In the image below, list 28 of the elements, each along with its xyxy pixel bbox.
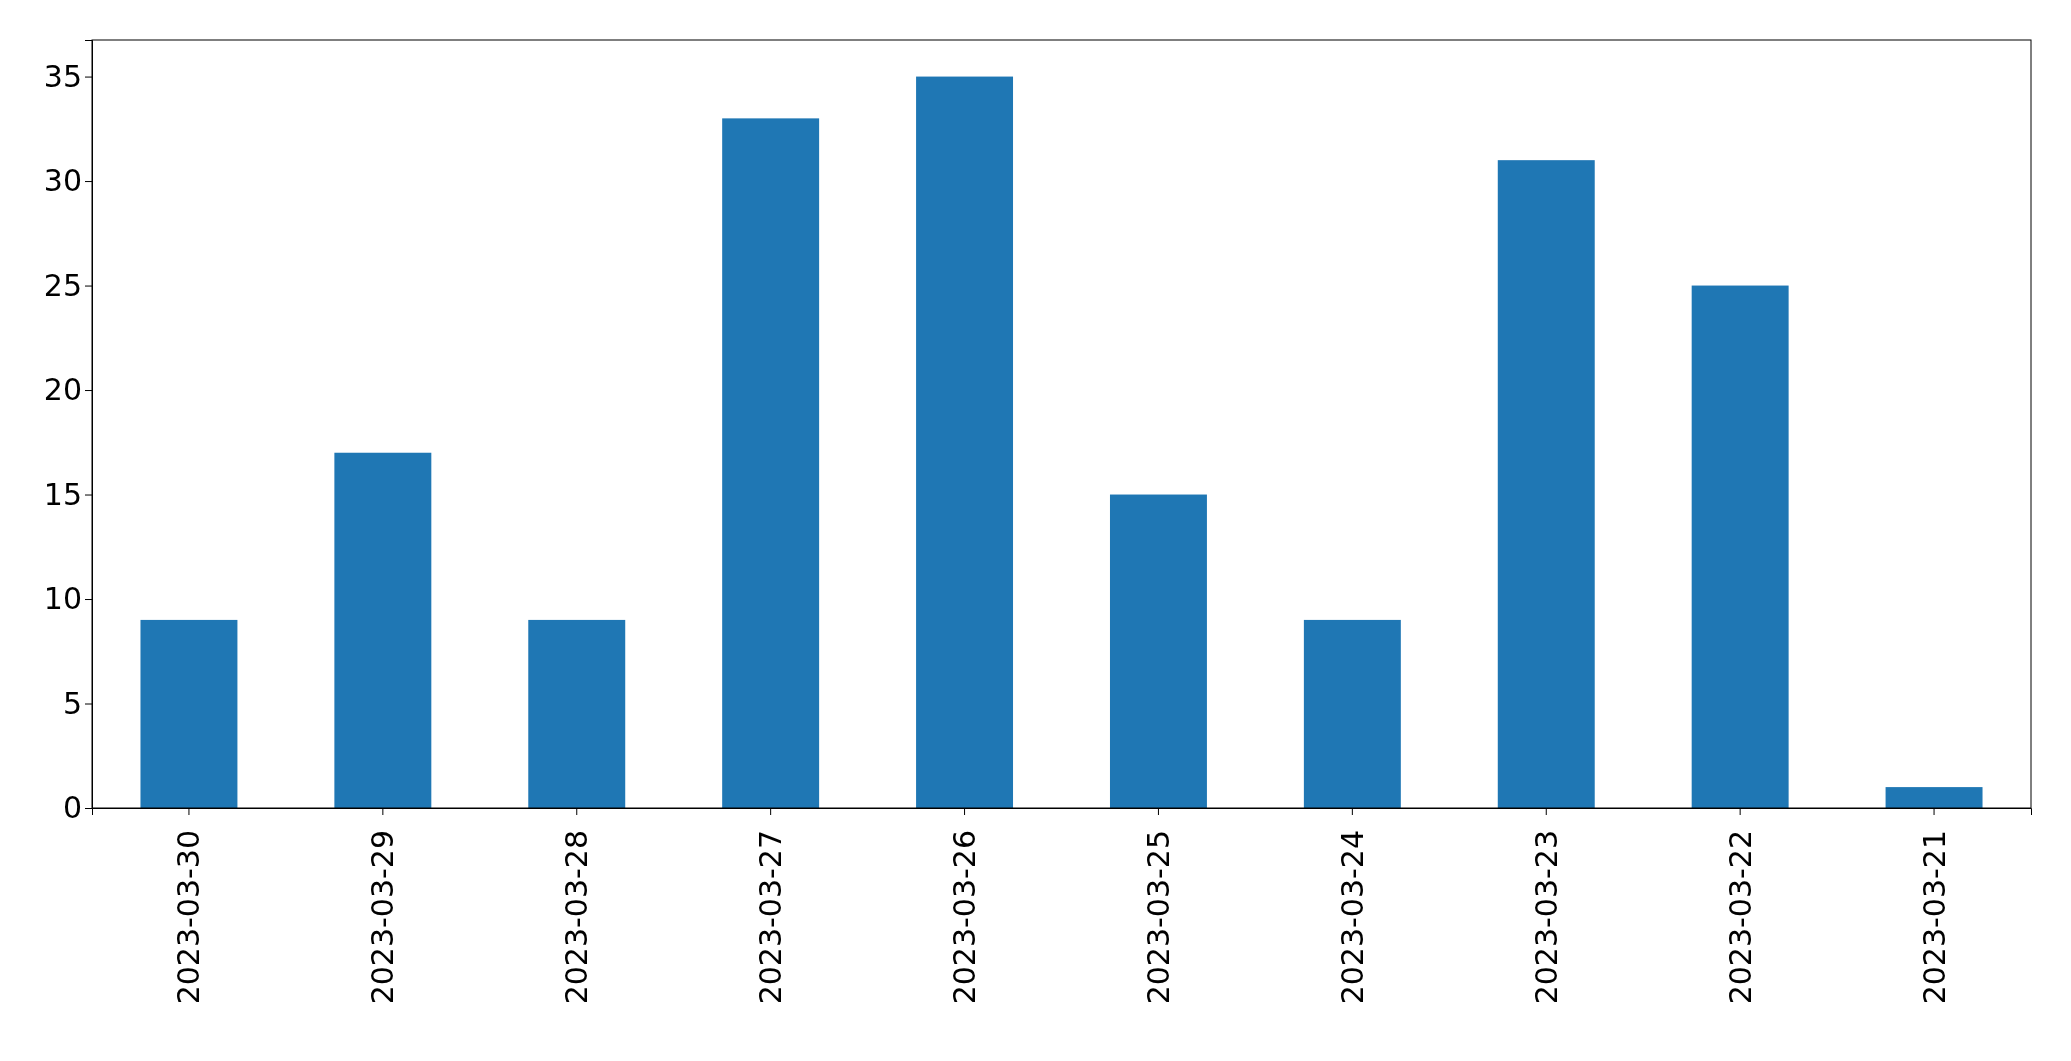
x-tick-label: 2023-03-27: [753, 830, 789, 1005]
x-tick-label: 2023-03-23: [1528, 830, 1564, 1005]
bar: [1691, 285, 1789, 808]
bar: [1303, 619, 1401, 808]
y-tick-label: 20: [43, 372, 82, 408]
bar: [1497, 160, 1595, 808]
bar: [722, 118, 820, 808]
bar: [1885, 787, 1983, 808]
bar: [528, 619, 626, 808]
x-tick-label: 2023-03-28: [559, 830, 595, 1005]
x-tick-label: 2023-03-24: [1334, 830, 1370, 1005]
y-tick-label: 10: [43, 581, 82, 617]
x-tick-label: 2023-03-22: [1722, 830, 1758, 1005]
bar: [334, 452, 432, 808]
x-tick-label: 2023-03-25: [1140, 830, 1176, 1005]
bar: [140, 619, 238, 808]
bar: [1109, 494, 1207, 808]
x-tick-label: 2023-03-30: [171, 830, 207, 1005]
x-tick-label: 2023-03-21: [1916, 830, 1952, 1005]
bar: [916, 76, 1014, 808]
y-tick-label: 5: [62, 685, 82, 721]
y-tick-label: 35: [43, 58, 82, 94]
x-tick-label: 2023-03-29: [365, 830, 401, 1005]
y-tick-label: 0: [62, 790, 82, 826]
y-tick-label: 30: [43, 163, 82, 199]
y-tick-label: 25: [43, 267, 82, 303]
y-tick-label: 15: [43, 476, 82, 512]
x-tick-label: 2023-03-26: [947, 830, 983, 1005]
